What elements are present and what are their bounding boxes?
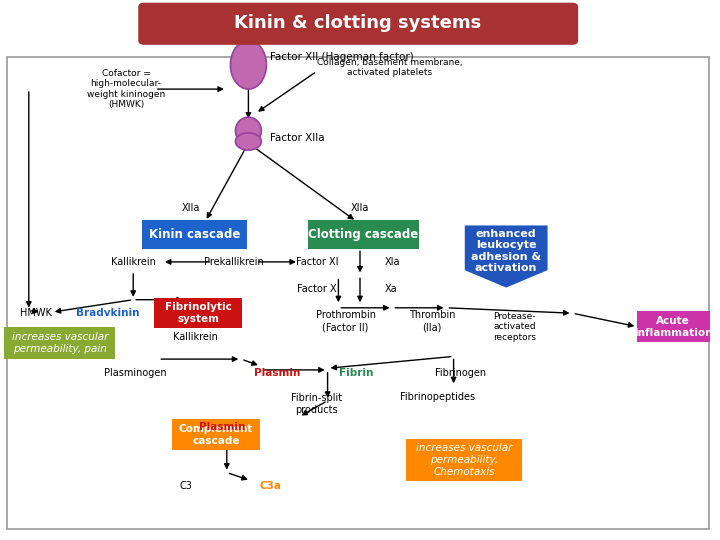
Text: Fibrinogen: Fibrinogen	[435, 368, 487, 377]
Text: Acute
inflammation: Acute inflammation	[634, 316, 713, 338]
Text: Fibrin: Fibrin	[339, 368, 374, 377]
FancyBboxPatch shape	[637, 311, 710, 342]
Text: Plasmin: Plasmin	[254, 368, 300, 377]
Text: Kinin cascade: Kinin cascade	[149, 228, 240, 241]
Text: Xa: Xa	[385, 284, 398, 294]
Text: Factor XI: Factor XI	[295, 257, 338, 267]
Text: increases vascular
permeability,
Chemotaxis: increases vascular permeability, Chemota…	[416, 443, 513, 477]
Text: XIIa: XIIa	[351, 203, 369, 213]
Polygon shape	[465, 226, 547, 287]
Text: Plasminogen: Plasminogen	[104, 368, 166, 377]
Text: Clotting cascade: Clotting cascade	[308, 228, 419, 241]
Text: Bradvkinin: Bradvkinin	[76, 308, 139, 318]
Text: Kallikrein: Kallikrein	[174, 333, 218, 342]
Text: Fibrinolytic
system: Fibrinolytic system	[165, 302, 231, 324]
Text: HMWK: HMWK	[20, 308, 52, 318]
Text: Factor X: Factor X	[297, 284, 337, 294]
Ellipse shape	[230, 40, 266, 89]
FancyBboxPatch shape	[406, 439, 523, 481]
Text: C3a: C3a	[259, 481, 281, 491]
Text: increases vascular
permeability, pain: increases vascular permeability, pain	[12, 332, 108, 354]
Text: Cofactor =
high-molecular-
weight kininogen
(HMWK): Cofactor = high-molecular- weight kinino…	[87, 69, 165, 109]
Text: Thrombin
(IIa): Thrombin (IIa)	[409, 310, 455, 332]
FancyBboxPatch shape	[138, 3, 578, 45]
FancyBboxPatch shape	[155, 298, 242, 328]
Text: Collagen, basement membrane,
activated platelets: Collagen, basement membrane, activated p…	[317, 58, 462, 77]
Text: Complement
cascade: Complement cascade	[179, 424, 253, 446]
Text: Protease-
activated
receptors: Protease- activated receptors	[493, 312, 536, 342]
Text: Prekallikrein: Prekallikrein	[204, 257, 264, 267]
Text: Plasmin: Plasmin	[199, 422, 245, 431]
Ellipse shape	[235, 133, 261, 150]
FancyBboxPatch shape	[4, 327, 115, 359]
Ellipse shape	[235, 117, 261, 144]
Text: enhanced
leukocyte
adhesion &
activation: enhanced leukocyte adhesion & activation	[471, 229, 541, 273]
Text: Kinin & clotting systems: Kinin & clotting systems	[234, 14, 482, 32]
Text: Prothrombin
(Factor II): Prothrombin (Factor II)	[315, 310, 376, 332]
Text: Factor XIIa: Factor XIIa	[270, 133, 325, 143]
FancyBboxPatch shape	[142, 220, 247, 249]
Text: Factor XII (Hageman factor): Factor XII (Hageman factor)	[270, 52, 414, 62]
Text: C3: C3	[179, 481, 192, 491]
FancyBboxPatch shape	[173, 419, 260, 450]
Text: Kallikrein: Kallikrein	[111, 257, 156, 267]
Text: XIIa: XIIa	[181, 203, 200, 213]
FancyBboxPatch shape	[308, 220, 419, 249]
Text: Fibrinopeptides: Fibrinopeptides	[400, 392, 475, 402]
Text: Fibrin-split
products: Fibrin-split products	[291, 393, 343, 415]
Text: XIa: XIa	[385, 257, 401, 267]
